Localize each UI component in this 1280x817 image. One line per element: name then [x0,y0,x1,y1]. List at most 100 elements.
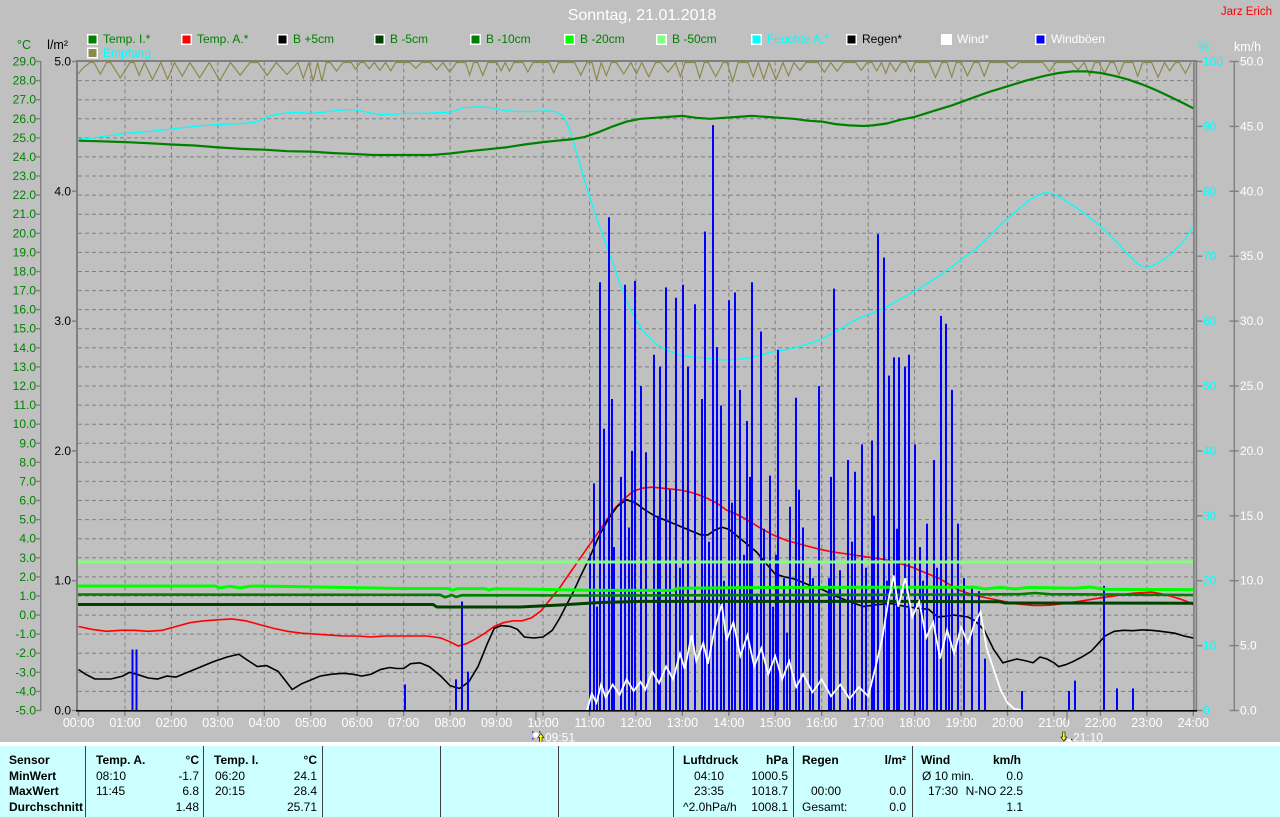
svg-text:06:00: 06:00 [342,716,373,730]
svg-text:28.0: 28.0 [13,74,37,88]
svg-text:50.0: 50.0 [1240,55,1264,69]
svg-text:12:00: 12:00 [620,716,651,730]
svg-text:1.0: 1.0 [19,589,36,603]
svg-text:09:00: 09:00 [481,716,512,730]
svg-text:80: 80 [1203,184,1217,198]
svg-text:B -50cm: B -50cm [672,32,717,46]
svg-text:6.0: 6.0 [19,494,36,508]
svg-text:50: 50 [1203,379,1217,393]
svg-text:10:00: 10:00 [527,716,558,730]
svg-text:23:00: 23:00 [1131,716,1162,730]
svg-text:Regen*: Regen* [862,32,902,46]
svg-text:13.0: 13.0 [13,360,37,374]
svg-text:9.0: 9.0 [19,436,36,450]
svg-text:-1.0: -1.0 [15,627,36,641]
svg-text:8.0: 8.0 [19,455,36,469]
svg-text:60: 60 [1203,314,1217,328]
svg-text:21:00: 21:00 [1038,716,1069,730]
svg-text:24.0: 24.0 [13,150,37,164]
svg-text:-2.0: -2.0 [15,646,36,660]
svg-text:25.0: 25.0 [1240,379,1264,393]
svg-text:20.0: 20.0 [1240,444,1264,458]
svg-text:09:51: 09:51 [545,731,575,743]
svg-text:45.0: 45.0 [1240,119,1264,133]
svg-text:21:10: 21:10 [1073,731,1103,743]
svg-text:16.0: 16.0 [13,303,37,317]
svg-text:19:00: 19:00 [945,716,976,730]
svg-text:13:00: 13:00 [667,716,698,730]
svg-text:11.0: 11.0 [14,398,37,412]
svg-text:4.0: 4.0 [19,532,36,546]
svg-text:02:00: 02:00 [156,716,187,730]
svg-text:Temp. I.*: Temp. I.* [103,32,151,46]
svg-text:Empfang: Empfang [103,46,151,60]
svg-text:35.0: 35.0 [1240,249,1264,263]
svg-text:12.0: 12.0 [13,379,37,393]
svg-text:%: % [1198,40,1209,54]
svg-text:5.0: 5.0 [54,55,71,69]
svg-text:03:00: 03:00 [202,716,233,730]
svg-text:00:00: 00:00 [63,716,94,730]
svg-text:19.0: 19.0 [13,245,37,259]
svg-text:11:00: 11:00 [574,716,604,730]
svg-text:4.0: 4.0 [54,184,71,198]
svg-text:B -10cm: B -10cm [486,32,531,46]
svg-text:5.0: 5.0 [1240,639,1257,653]
svg-text:Windböen: Windböen [1051,32,1105,46]
svg-text:Jarz Erich: Jarz Erich [1221,6,1272,18]
svg-text:16:00: 16:00 [806,716,837,730]
svg-text:01:00: 01:00 [109,716,140,730]
svg-text:23.0: 23.0 [13,169,37,183]
svg-text:Wind*: Wind* [957,32,989,46]
svg-text:Temp. A.*: Temp. A.* [197,32,249,46]
svg-text:°C: °C [17,38,31,52]
svg-text:20: 20 [1203,574,1217,588]
svg-text:04:00: 04:00 [249,716,280,730]
svg-text:1.0: 1.0 [54,574,71,588]
svg-text:B +5cm: B +5cm [293,32,334,46]
svg-text:0: 0 [1203,704,1210,718]
svg-text:7.0: 7.0 [19,474,36,488]
svg-text:17.0: 17.0 [13,284,37,298]
svg-text:90: 90 [1203,119,1217,133]
svg-text:18:00: 18:00 [899,716,930,730]
svg-text:l/m²: l/m² [47,38,68,52]
svg-text:Sonntag, 21.01.2018: Sonntag, 21.01.2018 [568,7,717,24]
svg-text:22:00: 22:00 [1085,716,1116,730]
svg-text:30.0: 30.0 [1240,314,1264,328]
svg-text:Feuchte A.*: Feuchte A.* [767,32,829,46]
svg-text:10.0: 10.0 [1240,574,1264,588]
svg-text:0.0: 0.0 [54,704,71,718]
svg-text:30: 30 [1203,509,1217,523]
svg-text:27.0: 27.0 [13,93,37,107]
svg-text:08:00: 08:00 [434,716,465,730]
svg-text:-5.0: -5.0 [15,704,36,718]
svg-text:21.0: 21.0 [13,207,37,221]
svg-text:3.0: 3.0 [19,551,36,565]
svg-text:2.0: 2.0 [54,444,71,458]
svg-text:40: 40 [1203,444,1217,458]
svg-text:14:00: 14:00 [713,716,744,730]
svg-text:B -5cm: B -5cm [390,32,428,46]
svg-text:20.0: 20.0 [13,226,37,240]
svg-text:15.0: 15.0 [13,322,37,336]
svg-text:-3.0: -3.0 [15,665,36,679]
svg-text:-4.0: -4.0 [15,684,36,698]
svg-text:0.0: 0.0 [1240,704,1257,718]
svg-text:22.0: 22.0 [13,188,37,202]
svg-text:25.0: 25.0 [13,131,37,145]
svg-text:10.0: 10.0 [13,417,37,431]
svg-text:km/h: km/h [1234,40,1261,54]
svg-text:20:00: 20:00 [992,716,1023,730]
svg-text:10: 10 [1203,639,1217,653]
svg-text:0.0: 0.0 [19,608,36,622]
svg-text:17:00: 17:00 [853,716,884,730]
svg-text:2.0: 2.0 [19,570,36,584]
svg-text:07:00: 07:00 [388,716,419,730]
svg-text:40.0: 40.0 [1240,184,1264,198]
svg-text:24:00: 24:00 [1178,716,1209,730]
svg-text:05:00: 05:00 [295,716,326,730]
svg-text:15:00: 15:00 [760,716,791,730]
svg-text:B -20cm: B -20cm [580,32,625,46]
svg-text:26.0: 26.0 [13,112,37,126]
